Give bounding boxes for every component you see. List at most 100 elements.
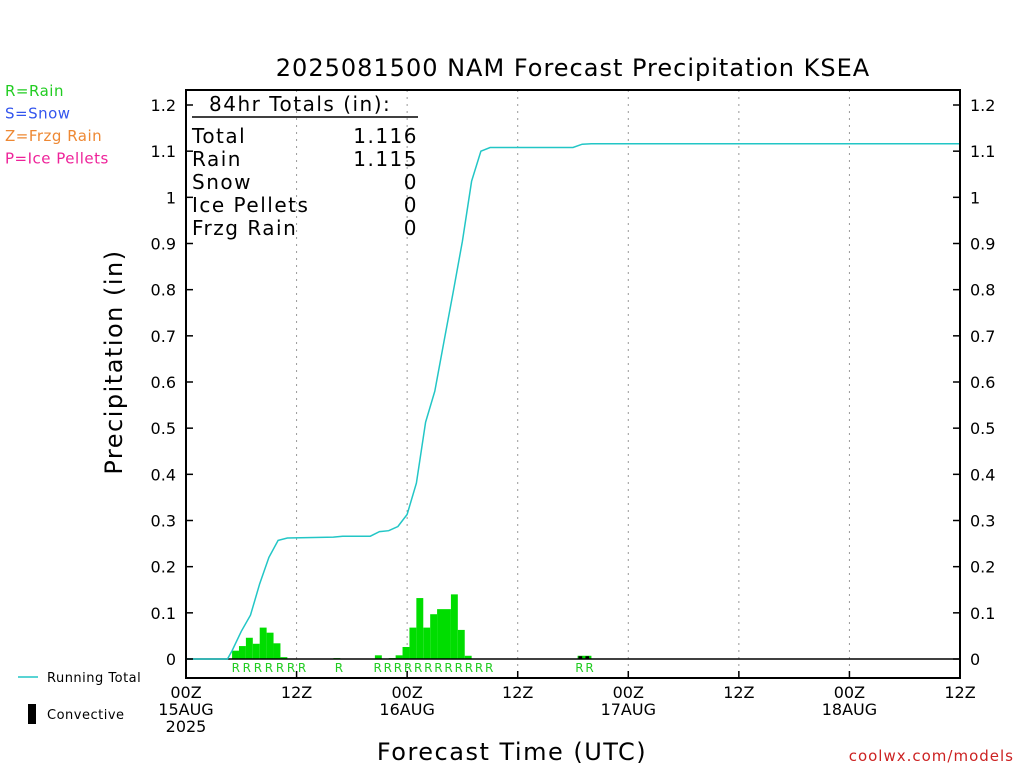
totals-row-value: 0	[404, 216, 418, 240]
legend-entry: Z=Frzg Rain	[5, 127, 102, 145]
bar-rain	[374, 655, 382, 659]
ptype-marker: R	[384, 661, 392, 675]
y-tick-label-left: 0.8	[151, 281, 176, 300]
ptype-marker: R	[424, 661, 432, 675]
y-tick-label-right: 0.5	[970, 419, 995, 438]
x-axis-label: Forecast Time (UTC)	[377, 738, 647, 766]
ptype-marker: R	[465, 661, 473, 675]
bar-rain	[430, 614, 438, 659]
bar-rain	[259, 627, 267, 659]
y-tick-label-left: 0.4	[151, 465, 176, 484]
bar-rain	[450, 594, 458, 659]
running-total-series	[186, 143, 960, 660]
y-axis-ticks: 0 00.1 0.10.2 0.20.3 0.30.4 0.40.5 0.50.6 0.60.…	[151, 96, 996, 669]
y-tick-label-left: 0	[166, 650, 176, 669]
y-tick-label-right: 0.7	[970, 327, 995, 346]
y-tick-label-left: 0.3	[151, 512, 176, 531]
source-watermark: coolwx.com/models	[849, 747, 1014, 765]
y-tick-label-right: 1	[970, 188, 980, 207]
series-legend: Running Total Convective	[18, 671, 141, 724]
y-tick-label-right: 1.1	[970, 142, 995, 161]
y-tick-label-left: 0.1	[151, 604, 176, 623]
totals-box: 84hr Totals (in): Total 1.116 Rain 1.115 Snow…	[191, 92, 418, 240]
bar-rain	[416, 598, 424, 659]
legend-swatch-bar	[28, 704, 36, 724]
ptype-marker: R	[373, 661, 381, 675]
bar-rain	[266, 632, 274, 659]
totals-row-label: Snow	[192, 170, 252, 194]
bar-rain	[252, 643, 260, 659]
y-tick-label-left: 1.1	[151, 142, 176, 161]
y-tick-label-right: 0.8	[970, 281, 995, 300]
ptype-marker: R	[485, 661, 493, 675]
ptype-marker: R	[394, 661, 402, 675]
bar-convective	[585, 656, 590, 659]
ptype-marker: R	[265, 661, 273, 675]
ptype-marker: R	[455, 661, 463, 675]
legend-label: Convective	[47, 708, 125, 723]
totals-row-value: 0	[404, 170, 418, 194]
plot-frame	[185, 89, 961, 679]
y-tick-label-left: 1.2	[151, 96, 176, 115]
ptype-marker: R	[335, 661, 343, 675]
ptype-marker: R	[404, 661, 412, 675]
y-tick-label-left: 0.5	[151, 419, 176, 438]
y-tick-label-left: 0.2	[151, 558, 176, 577]
y-tick-label-left: 0.9	[151, 235, 176, 254]
bar-rain	[280, 657, 288, 659]
x-tick-label: 00Z	[170, 683, 201, 702]
totals-row-value: 1.116	[353, 124, 418, 148]
y-tick-label-left: 1	[166, 188, 176, 207]
x-tick-label: 15AUG	[158, 700, 213, 719]
x-tick-label: 12Z	[944, 683, 975, 702]
y-tick-label-right: 0.2	[970, 558, 995, 577]
ptype-marker: R	[585, 661, 593, 675]
grid-lines	[296, 90, 850, 678]
x-tick-label: 12Z	[502, 683, 533, 702]
x-tick-label: 12Z	[281, 683, 312, 702]
totals-row-value: 0	[404, 193, 418, 217]
x-tick-label: 18AUG	[822, 700, 877, 719]
ptype-marker: R	[475, 661, 483, 675]
bar-rain	[444, 609, 451, 659]
legend-entry: P=Ice Pellets	[5, 150, 109, 168]
y-tick-label-right: 1.2	[970, 96, 995, 115]
x-tick-label: 17AUG	[601, 700, 656, 719]
bar-rain	[409, 627, 417, 659]
bar-rain	[232, 650, 239, 659]
y-axis-label: Precipitation (in)	[100, 249, 128, 474]
x-tick-label: 12Z	[723, 683, 754, 702]
chart-title: 2025081500 NAM Forecast Precipitation KS…	[276, 54, 870, 82]
totals-header: 84hr Totals (in):	[209, 92, 391, 116]
ptype-marker: R	[575, 661, 583, 675]
ptype-marker: R	[276, 661, 284, 675]
legend-entry: R=Rain	[5, 82, 64, 100]
y-tick-label-left: 0.7	[151, 327, 176, 346]
bar-rain	[395, 655, 403, 659]
x-tick-label: 16AUG	[379, 700, 434, 719]
ptype-marker: R	[444, 661, 452, 675]
bar-rain	[273, 643, 281, 659]
y-tick-label-right: 0	[970, 650, 980, 669]
y-tick-label-right: 0.9	[970, 235, 995, 254]
running-total-line	[186, 143, 960, 660]
x-tick-label: 00Z	[613, 683, 644, 702]
ptype-marker: R	[434, 661, 442, 675]
y-tick-label-right: 0.1	[970, 604, 995, 623]
ptype-marker: R	[254, 661, 262, 675]
bar-rain	[457, 629, 465, 659]
bar-rain	[245, 637, 253, 659]
y-tick-label-right: 0.4	[970, 465, 995, 484]
totals-row-label: Ice Pellets	[192, 193, 309, 217]
x-tick-label: 00Z	[834, 683, 865, 702]
y-tick-label-right: 0.3	[970, 512, 995, 531]
bar-rain	[464, 655, 472, 659]
ptype-legend: R=Rain S=Snow Z=Frzg Rain P=Ice Pellets	[5, 82, 109, 168]
bar-rain	[402, 646, 410, 659]
legend-entry: S=Snow	[5, 105, 71, 123]
bar-rain	[238, 646, 246, 659]
bar-rain	[437, 609, 444, 659]
totals-row-value: 1.115	[353, 147, 418, 171]
